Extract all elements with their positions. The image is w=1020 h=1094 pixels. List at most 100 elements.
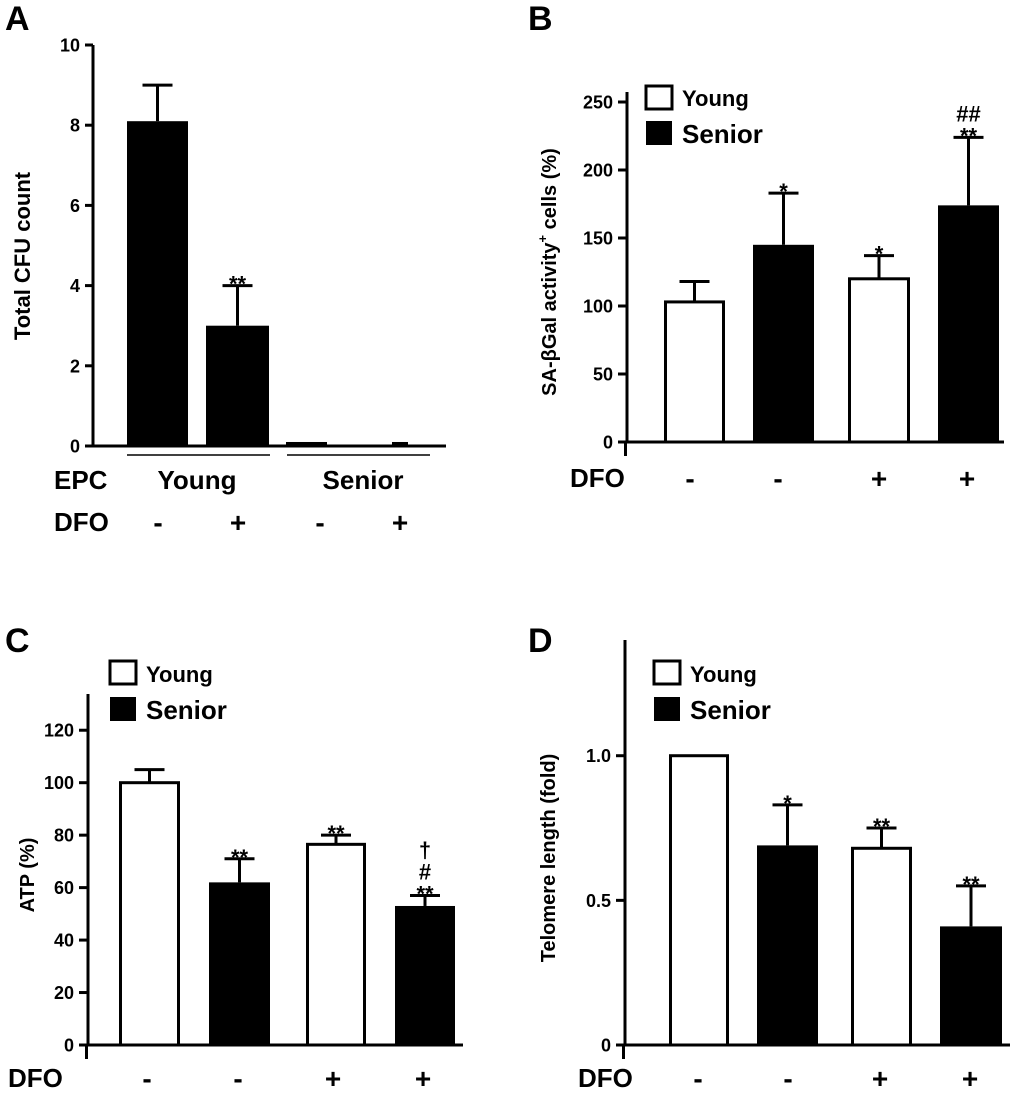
panel-b-legend-senior: Senior: [682, 119, 763, 149]
panel-a-ylabel: Total CFU count: [10, 171, 35, 340]
panel-c-letter: C: [5, 622, 30, 660]
panel-b-y-axis: 0 50 100 150 200 250: [583, 92, 1004, 456]
panel-d-dfo-2: -: [783, 1063, 792, 1094]
panel-c-dfo-1: -: [142, 1063, 151, 1094]
panel-b-bar: [753, 244, 814, 442]
panel-c-ytick-label: 80: [54, 826, 74, 846]
panel-c-bar: [395, 905, 455, 1045]
panel-c-sig-label: **: [416, 881, 434, 906]
panel-d-dfo-1: -: [693, 1063, 702, 1094]
panel-b-letter: B: [528, 0, 553, 38]
panel-d-bar: [757, 845, 818, 1045]
panel-d-sig-label: *: [783, 791, 792, 816]
panel-b-legend-young-swatch: [644, 84, 674, 111]
panel-b-ytick-label: 150: [583, 229, 613, 249]
panel-c-ytick-label: 40: [54, 931, 74, 951]
panel-b-ylabel: SA-βGal activity+ cells (%): [535, 148, 561, 396]
panel-d: D Telomere length (fold) 00.51.0 ***** Y…: [528, 622, 1010, 1094]
panel-c-ytick-label: 60: [54, 878, 74, 898]
panel-d-dfo-4: +: [962, 1063, 978, 1094]
panel-b-sig-label: *: [875, 242, 884, 267]
panel-d-ytick-label: 0: [601, 1036, 611, 1056]
panel-c-bar: [209, 882, 270, 1045]
panel-d-bar: [940, 926, 1002, 1045]
panel-c-legend-senior: Senior: [146, 695, 227, 725]
panel-a: A Total CFU count 0 2 4 6 8 10 ** EPC Young S…: [5, 0, 446, 538]
panel-d-legend-senior: Senior: [690, 695, 771, 725]
panel-c-sig-label: **: [231, 845, 249, 870]
panel-a-dfo-label: DFO: [54, 507, 109, 537]
panel-d-ylabel: Telomere length (fold): [538, 754, 560, 963]
panel-b-ytick-label: 0: [603, 433, 613, 453]
panel-b-bar: [848, 277, 910, 444]
panel-b-dfo-label: DFO: [570, 463, 625, 493]
panel-b-ytick-label: 250: [583, 93, 613, 113]
panel-a-bar: [206, 325, 269, 446]
panel-c-ytick-label: 100: [44, 773, 74, 793]
panel-a-ytick-label: 0: [70, 437, 80, 457]
panel-d-ytick-label: 0.5: [586, 891, 611, 911]
panel-b-ylabel-sup: +: [535, 234, 550, 242]
panel-c-legend-young-swatch: [108, 659, 138, 686]
panel-a-epc-label: EPC: [54, 465, 108, 495]
panel-c-dfo-3: +: [325, 1063, 341, 1094]
panel-c-ytick-label: 0: [64, 1036, 74, 1056]
panel-a-group-young: Young: [158, 465, 237, 495]
panel-d-sig-label: **: [962, 872, 980, 897]
panel-b-sig-label: **: [960, 123, 978, 148]
panel-d-sig-label: **: [873, 814, 891, 839]
panel-c-dfo-4: +: [415, 1063, 431, 1094]
panel-d-dfo-label: DFO: [578, 1063, 633, 1093]
panel-a-ytick-label: 10: [60, 36, 80, 56]
panel-c-legend-senior-swatch: [110, 697, 136, 721]
panel-c-dfo-label: DFO: [8, 1063, 63, 1093]
panel-a-dfo-3: -: [315, 507, 324, 538]
panel-d-dfo-3: +: [872, 1063, 888, 1094]
panel-d-legend-young: Young: [690, 662, 757, 687]
panel-c-bars: ******#†: [119, 768, 455, 1047]
panel-b-ytick-label: 100: [583, 297, 613, 317]
panel-d-ytick-label: 1.0: [586, 746, 611, 766]
panel-c-sig-label: #: [419, 859, 431, 884]
panel-d-bar: [669, 754, 729, 1047]
panel-c-ytick-label: 120: [44, 721, 74, 741]
panel-b-dfo-3: +: [871, 463, 887, 494]
panel-a-dfo-2: +: [230, 507, 246, 538]
panel-b-dfo-2: -: [773, 463, 782, 494]
panel-a-ytick-label: 8: [70, 116, 80, 136]
panel-b-sig-label: ##: [956, 101, 980, 126]
panel-d-letter: D: [528, 622, 553, 660]
panel-b-ytick-label: 200: [583, 161, 613, 181]
panel-c-bar: [119, 781, 180, 1047]
panel-a-letter: A: [5, 0, 30, 38]
panel-a-dfo-4: +: [392, 507, 408, 538]
panel-b: B SA-βGal activity+ cells (%) 0501001502…: [528, 0, 1004, 494]
panel-d-bar: [851, 846, 912, 1047]
panel-a-ytick-label: 4: [70, 276, 80, 296]
panel-a-bar: [286, 441, 327, 446]
panel-c-dfo-2: -: [233, 1063, 242, 1094]
panel-b-legend-senior-swatch: [646, 121, 672, 145]
panel-d-legend-young-swatch: [652, 659, 682, 686]
panel-b-sig-label: *: [779, 179, 788, 204]
panel-b-ylabel-rest: cells (%): [539, 148, 561, 235]
panel-b-legend-young: Young: [682, 86, 749, 111]
panel-c-legend-young: Young: [146, 662, 213, 687]
panel-c-sig-label: †: [419, 837, 431, 862]
panel-d-legend-senior-swatch: [654, 697, 680, 721]
panel-a-group-senior: Senior: [323, 465, 404, 495]
panel-b-dfo-4: +: [959, 463, 975, 494]
panel-c-ytick-label: 20: [54, 983, 74, 1003]
panel-d-bars: *****: [669, 754, 1002, 1047]
panel-a-bar: [127, 121, 188, 446]
panel-b-dfo-1: -: [685, 463, 694, 494]
panel-b-bar: [664, 300, 725, 444]
panel-a-bars: **: [127, 83, 408, 446]
panel-c-bar: [306, 842, 366, 1047]
panel-a-sig-label: **: [229, 272, 247, 297]
panel-a-ytick-label: 2: [70, 356, 80, 376]
panel-a-ytick-label: 6: [70, 196, 80, 216]
panel-a-dfo-1: -: [153, 507, 162, 538]
